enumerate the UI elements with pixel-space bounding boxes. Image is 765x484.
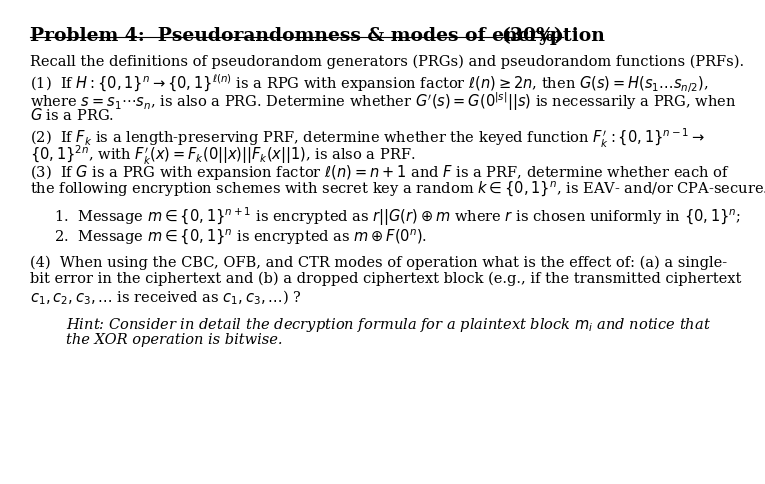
Text: $G$ is a PRG.: $G$ is a PRG.: [31, 106, 115, 122]
Text: the following encryption schemes with secret key a random $k \in \{0,1\}^n$, is : the following encryption schemes with se…: [31, 180, 765, 198]
Text: bit error in the ciphertext and (b) a dropped ciphertext block (e.g., if the tra: bit error in the ciphertext and (b) a dr…: [31, 272, 742, 286]
Text: (3)  If $G$ is a PRG with expansion factor $\ell(n) = n+1$ and $F$ is a PRF, det: (3) If $G$ is a PRG with expansion facto…: [31, 163, 730, 182]
Text: where $s = s_1 \cdots s_n$, is also a PRG. Determine whether $G'(s) = G(0^{|s|}|: where $s = s_1 \cdots s_n$, is also a PR…: [31, 90, 737, 112]
Text: 2.  Message $m \in \{0,1\}^n$ is encrypted as $m \oplus F(0^n)$.: 2. Message $m \in \{0,1\}^n$ is encrypte…: [54, 228, 427, 247]
Text: (2)  If $F_k$ is a length-preserving PRF, determine whether the keyed function $: (2) If $F_k$ is a length-preserving PRF,…: [31, 126, 706, 150]
Text: (1)  If $H : \{0,1\}^n \rightarrow \{0,1\}^{\ell(n)}$ is a RPG with expansion fa: (1) If $H : \{0,1\}^n \rightarrow \{0,1\…: [31, 73, 709, 95]
Text: (4)  When using the CBC, OFB, and CTR modes of operation what is the effect of: : (4) When using the CBC, OFB, and CTR mod…: [31, 255, 728, 269]
Text: the XOR operation is bitwise.: the XOR operation is bitwise.: [66, 333, 282, 347]
Text: Hint: Consider in detail the decryption formula for a plaintext block $m_i$ and : Hint: Consider in detail the decryption …: [66, 316, 711, 333]
Text: Recall the definitions of pseudorandom generators (PRGs) and pseudorandom functi: Recall the definitions of pseudorandom g…: [31, 54, 744, 68]
Text: Problem 4:  Pseudorandomness & modes of encryption: Problem 4: Pseudorandomness & modes of e…: [31, 27, 605, 45]
Text: $c_1, c_2, c_3, \ldots$ is received as $c_1, c_3, \ldots$) ?: $c_1, c_2, c_3, \ldots$ is received as $…: [31, 288, 302, 306]
Text: 1.  Message $m \in \{0,1\}^{n+1}$ is encrypted as $r||G(r) \oplus m$ where $r$ i: 1. Message $m \in \{0,1\}^{n+1}$ is encr…: [54, 205, 741, 227]
Text: $\{0,1\}^{2n}$, with $F_k'(x) = F_k(0||x)||F_k(x||1)$, is also a PRF.: $\{0,1\}^{2n}$, with $F_k'(x) = F_k(0||x…: [31, 143, 416, 166]
Text: (30%): (30%): [501, 27, 563, 45]
